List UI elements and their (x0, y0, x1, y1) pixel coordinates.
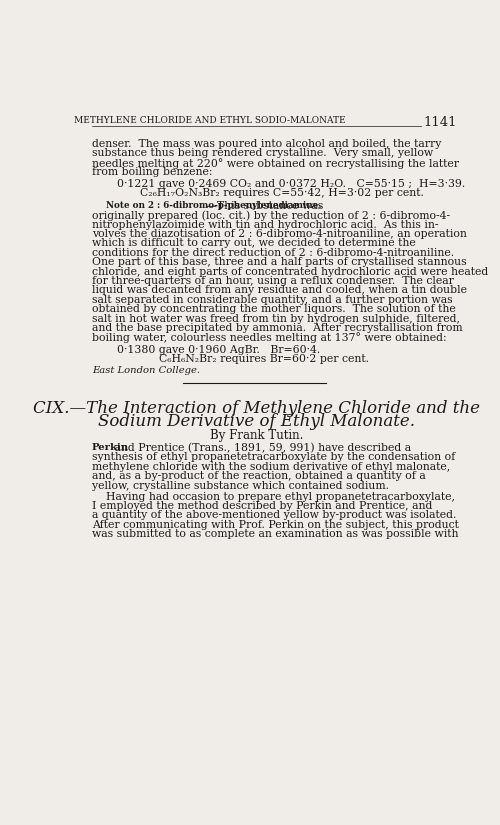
Text: obtained by concentrating the mother liquors.  The solution of the: obtained by concentrating the mother liq… (92, 304, 456, 314)
Text: synthesis of ethyl propanetetracarboxylate by the condensation of: synthesis of ethyl propanetetracarboxyla… (92, 452, 455, 463)
Text: from boiling benzene:: from boiling benzene: (92, 167, 212, 177)
Text: Having had occasion to prepare ethyl propanetetracarboxylate,: Having had occasion to prepare ethyl pro… (92, 492, 455, 502)
Text: was submitted to as complete an examination as was possible with: was submitted to as complete an examinat… (92, 529, 459, 539)
Text: East London College.: East London College. (92, 365, 200, 375)
Text: yellow, crystalline substance which contained sodium.: yellow, crystalline substance which cont… (92, 481, 389, 491)
Text: for three-quarters of an hour, using a reflux condenser.  The clear: for three-quarters of an hour, using a r… (92, 276, 454, 286)
Text: originally prepared (loc. cit.) by the reduction of 2 : 6-dibromo-4-: originally prepared (loc. cit.) by the r… (92, 210, 450, 221)
Text: which is difficult to carry out, we decided to determine the: which is difficult to carry out, we deci… (92, 238, 416, 248)
Text: Note on 2 : 6-dibromo-p-phenylenediamine.: Note on 2 : 6-dibromo-p-phenylenediamine… (106, 200, 322, 210)
Text: chloride, and eight parts of concentrated hydrochloric acid were heated: chloride, and eight parts of concentrate… (92, 266, 488, 276)
Text: and the base precipitated by ammonia.  After recrystallisation from: and the base precipitated by ammonia. Af… (92, 323, 463, 333)
Text: and, as a by-product of the reaction, obtained a quantity of a: and, as a by-product of the reaction, ob… (92, 471, 426, 481)
Text: 0·1221 gave 0·2469 CO₂ and 0·0372 H₂O.   C=55·15 ;  H=3·39.: 0·1221 gave 0·2469 CO₂ and 0·0372 H₂O. C… (117, 179, 465, 189)
Text: 0·1380 gave 0·1960 AgBr.   Br=60·4.: 0·1380 gave 0·1960 AgBr. Br=60·4. (117, 345, 320, 355)
Text: Perkin: Perkin (92, 443, 129, 452)
Text: CIX.—The Interaction of Methylene Chloride and the: CIX.—The Interaction of Methylene Chlori… (33, 400, 480, 417)
Text: salt separated in considerable quantity, and a further portion was: salt separated in considerable quantity,… (92, 295, 453, 304)
Text: By Frank Tutin.: By Frank Tutin. (210, 429, 303, 442)
Text: nitrophenylazoimide with tin and hydrochloric acid.  As this in-: nitrophenylazoimide with tin and hydroch… (92, 219, 439, 229)
Text: volves the diazotisation of 2 : 6-dibromo-4-nitroaniline, an operation: volves the diazotisation of 2 : 6-dibrom… (92, 229, 467, 239)
Text: After communicating with Prof. Perkin on the subject, this product: After communicating with Prof. Perkin on… (92, 520, 459, 530)
Text: conditions for the direct reduction of 2 : 6-dibromo-4-nitroaniline.: conditions for the direct reduction of 2… (92, 248, 454, 257)
Text: liquid was decanted from any residue and cooled, when a tin double: liquid was decanted from any residue and… (92, 285, 467, 295)
Text: One part of this base, three and a half parts of crystallised stannous: One part of this base, three and a half … (92, 257, 467, 267)
Text: 1141: 1141 (424, 116, 457, 129)
Text: a quantity of the above-mentioned yellow by-product was isolated.: a quantity of the above-mentioned yellow… (92, 511, 457, 521)
Text: methylene chloride with the sodium derivative of ethyl malonate,: methylene chloride with the sodium deriv… (92, 462, 450, 472)
Text: METHYLENE CHLORIDE AND ETHYL SODIO-MALONATE: METHYLENE CHLORIDE AND ETHYL SODIO-MALON… (74, 116, 345, 125)
Text: Sodium Derivative of Ethyl Malonate.: Sodium Derivative of Ethyl Malonate. (98, 413, 415, 430)
Text: C₆H₆N₂Br₂ requires Br=60·2 per cent.: C₆H₆N₂Br₂ requires Br=60·2 per cent. (160, 354, 370, 364)
Text: I employed the method described by Perkin and Prentice, and: I employed the method described by Perki… (92, 501, 432, 511)
Text: substance thus being rendered crystalline.  Very small, yellow: substance thus being rendered crystallin… (92, 148, 433, 158)
Text: salt in hot water was freed from tin by hydrogen sulphide, filtered,: salt in hot water was freed from tin by … (92, 314, 460, 323)
Text: denser.  The mass was poured into alcohol and boiled, the tarry: denser. The mass was poured into alcohol… (92, 139, 442, 149)
Text: C₂₆H₁₇O₂N₃Br₂ requires C=55·42, H=3·02 per cent.: C₂₆H₁₇O₂N₃Br₂ requires C=55·42, H=3·02 p… (140, 188, 424, 198)
Text: and Prentice (Trans., 1891, 59, 991) have described a: and Prentice (Trans., 1891, 59, 991) hav… (110, 443, 411, 454)
Text: needles melting at 220° were obtained on recrystallising the latter: needles melting at 220° were obtained on… (92, 158, 459, 168)
Text: boiling water, colourless needles melting at 137° were obtained:: boiling water, colourless needles meltin… (92, 332, 447, 343)
Text: —This substance was: —This substance was (206, 200, 323, 211)
